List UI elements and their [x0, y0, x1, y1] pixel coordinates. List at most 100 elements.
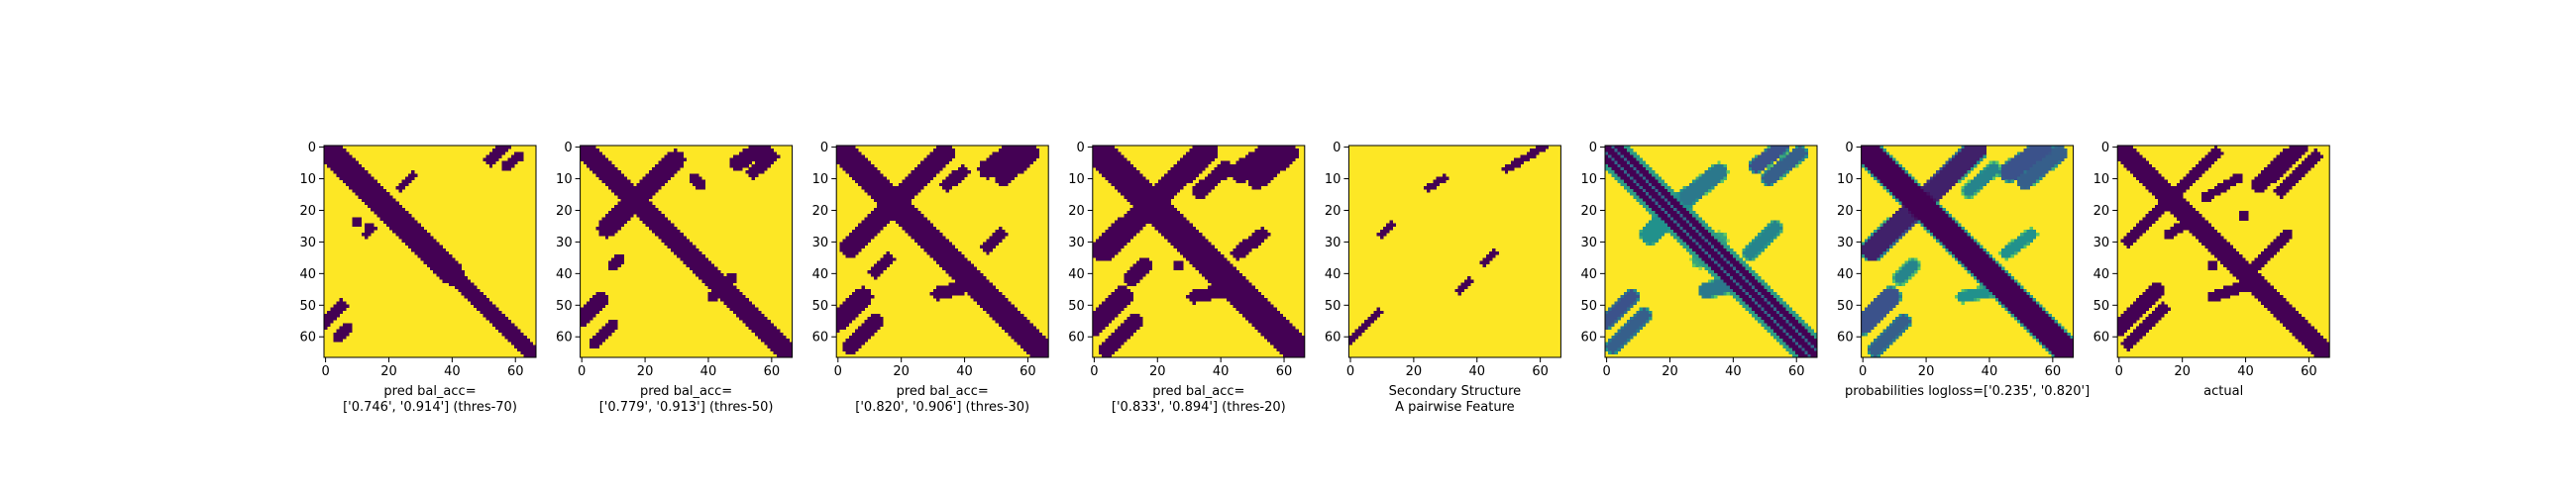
heatmap-cell — [1205, 242, 1209, 247]
heatmap-cell — [992, 317, 996, 321]
heatmap-cell — [371, 229, 375, 234]
heatmap-cell — [892, 217, 897, 221]
heatmap-cell — [845, 301, 850, 305]
heatmap-cell — [761, 335, 765, 340]
heatmap-cell — [1129, 201, 1134, 206]
heatmap-cell — [607, 170, 612, 174]
heatmap-cell — [1111, 163, 1116, 168]
heatmap-cell — [1099, 170, 1103, 174]
heatmap-cell — [498, 313, 502, 318]
heatmap-cell — [729, 288, 734, 293]
heatmap-cell — [948, 269, 952, 274]
heatmap-cell — [333, 317, 337, 321]
heatmap-cell — [1223, 291, 1228, 296]
heatmap-cell — [1099, 163, 1103, 168]
heatmap-cell — [889, 182, 894, 187]
heatmap-cell — [604, 214, 609, 218]
heatmap-cell — [336, 146, 341, 149]
heatmap-cell — [1121, 192, 1125, 196]
heatmap-cell — [620, 214, 624, 218]
heatmap-cell — [1248, 301, 1252, 305]
heatmap-cell — [923, 163, 927, 168]
heatmap-cell — [951, 288, 956, 293]
heatmap-cell — [873, 176, 878, 180]
heatmap-cell — [598, 176, 602, 180]
heatmap-cell — [1245, 157, 1249, 162]
heatmap-cell — [1008, 154, 1012, 158]
heatmap-cell — [1270, 335, 1274, 340]
heatmap-cell — [1170, 195, 1174, 199]
heatmap-cell — [1014, 173, 1019, 177]
heatmap-cell — [1260, 157, 1265, 162]
heatmap-cell — [1005, 170, 1009, 174]
heatmap-cell — [961, 254, 965, 258]
heatmap-cell — [1041, 339, 1046, 343]
heatmap-cell — [1114, 291, 1119, 296]
heatmap-cell — [592, 157, 596, 162]
heatmap-cell — [1282, 146, 1287, 149]
heatmap-cell — [590, 154, 593, 158]
heatmap-cell — [989, 291, 993, 296]
heatmap-cell — [851, 345, 856, 348]
heatmap-cell — [595, 332, 599, 337]
heatmap-cell — [917, 189, 921, 193]
y-tick-label: 0 — [564, 141, 572, 155]
heatmap-cell — [1183, 233, 1187, 237]
heatmap-cell — [517, 342, 521, 346]
heatmap-cell — [861, 176, 865, 180]
heatmap-cell — [1205, 251, 1209, 255]
heatmap-cell — [848, 345, 853, 348]
heatmap-cell — [1279, 163, 1284, 168]
heatmap-cell — [420, 257, 425, 261]
heatmap-cell — [498, 151, 502, 155]
heatmap-cell — [1148, 207, 1152, 212]
heatmap-cell — [764, 317, 768, 321]
heatmap-cell — [633, 198, 637, 202]
heatmap-cell — [1205, 276, 1209, 280]
heatmap-cell — [1008, 326, 1012, 330]
heatmap-cell — [667, 245, 672, 249]
heatmap-cell — [776, 353, 781, 358]
heatmap-cell — [1092, 313, 1097, 318]
heatmap-cell — [935, 160, 940, 165]
heatmap-cell — [998, 226, 1003, 231]
heatmap-cell — [480, 307, 483, 312]
heatmap-cell — [1223, 282, 1228, 286]
heatmap-cell — [417, 248, 421, 252]
heatmap-cell — [998, 301, 1003, 305]
heatmap-cell — [1233, 167, 1236, 171]
heatmap-cell — [1198, 251, 1203, 255]
heatmap-cell — [595, 170, 599, 174]
heatmap-cell — [770, 160, 775, 165]
heatmap-cell — [382, 207, 387, 212]
heatmap-cell — [504, 146, 508, 149]
heatmap-cell — [1183, 217, 1187, 221]
heatmap-cell — [858, 151, 862, 155]
heatmap-cell — [371, 207, 375, 212]
heatmap-cell — [1001, 148, 1006, 152]
heatmap-cell — [642, 220, 646, 224]
heatmap-cell — [1267, 167, 1271, 171]
heatmap-cell — [1170, 204, 1174, 209]
heatmap-cell — [1230, 282, 1234, 286]
heatmap-cell — [726, 285, 730, 290]
heatmap-cell — [1176, 211, 1181, 215]
heatmap-cell — [739, 160, 743, 165]
heatmap-cell — [346, 154, 350, 158]
heatmap-cell — [620, 182, 624, 187]
heatmap-cell — [839, 248, 843, 252]
heatmap-cell — [761, 320, 765, 324]
heatmap-cell — [614, 254, 618, 258]
heatmap-cell — [1241, 245, 1246, 249]
heatmap-cell — [989, 288, 993, 293]
heatmap-cell — [851, 151, 856, 155]
heatmap-cell — [595, 148, 599, 152]
heatmap-cell — [1211, 282, 1215, 286]
heatmap-cell — [1092, 160, 1097, 165]
heatmap-cell — [935, 148, 940, 152]
heatmap-cell — [1217, 279, 1222, 283]
heatmap-cell — [1263, 182, 1268, 187]
heatmap-cell — [1108, 313, 1112, 318]
heatmap-cell — [385, 198, 390, 202]
heatmap-cell — [595, 335, 599, 340]
